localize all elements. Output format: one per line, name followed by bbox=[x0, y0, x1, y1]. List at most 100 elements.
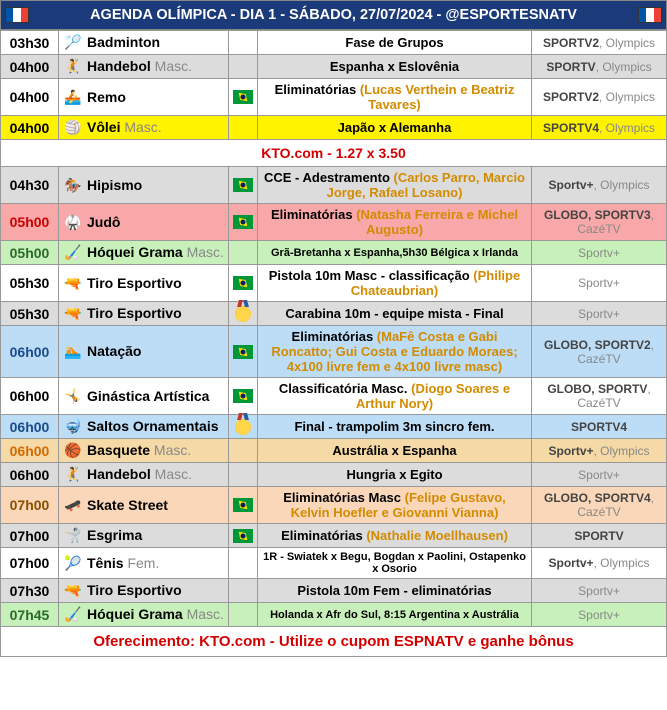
sport-name: Vôlei bbox=[87, 119, 120, 135]
channel-secondary: , Olympics bbox=[596, 60, 652, 74]
sport-cell: 🤸Ginástica Artística bbox=[59, 378, 229, 415]
schedule-row: 05h30🔫Tiro EsportivoCarabina 10m - equip… bbox=[1, 302, 667, 326]
channel-cell: SPORTV2, Olympics bbox=[532, 31, 667, 55]
flag-cell bbox=[229, 603, 258, 627]
event-cell: Fase de Grupos bbox=[258, 31, 532, 55]
event-cell: Eliminatórias (Lucas Verthein e Beatriz … bbox=[258, 79, 532, 116]
sport-cell: 🤺Esgrima bbox=[59, 524, 229, 548]
sport-cell: 🏑Hóquei Grama Masc. bbox=[59, 241, 229, 265]
channel-cell: SPORTV, Olympics bbox=[532, 55, 667, 79]
time-cell: 07h00 bbox=[1, 524, 59, 548]
gender-label: Masc. bbox=[183, 244, 224, 260]
channel-primary: Sportv+ bbox=[548, 178, 593, 192]
event-cell: Carabina 10m - equipe mista - Final bbox=[258, 302, 532, 326]
sport-icon: 🤺 bbox=[63, 527, 83, 544]
event-text: Pistola 10m Fem - eliminatórias bbox=[297, 583, 491, 598]
sport-name: Hipismo bbox=[87, 177, 142, 193]
channel-cell: GLOBO, SPORTV3, CazéTV bbox=[532, 204, 667, 241]
time-cell: 07h45 bbox=[1, 603, 59, 627]
event-text: Espanha x Eslovênia bbox=[330, 59, 459, 74]
channel-primary: SPORTV4 bbox=[543, 121, 599, 135]
sport-name: Hóquei Grama bbox=[87, 244, 183, 260]
event-text: Carabina 10m - equipe mista - Final bbox=[285, 306, 503, 321]
channel-primary: Sportv+ bbox=[548, 556, 593, 570]
header-bar: AGENDA OLÍMPICA - DIA 1 - SÁBADO, 27/07/… bbox=[0, 0, 667, 30]
channel-primary: GLOBO, SPORTV4 bbox=[544, 491, 651, 505]
flag-cell bbox=[229, 167, 258, 204]
channel-secondary: , Olympics bbox=[594, 556, 650, 570]
kto-promo-row: KTO.com - 1.27 x 3.50 bbox=[1, 140, 667, 167]
time-cell: 05h00 bbox=[1, 204, 59, 241]
france-flag-icon bbox=[5, 7, 29, 23]
channel-cell: Sportv+ bbox=[532, 579, 667, 603]
time-cell: 07h30 bbox=[1, 579, 59, 603]
channel-secondary: Sportv+ bbox=[578, 276, 620, 290]
event-cell: Austrália x Espanha bbox=[258, 439, 532, 463]
brazil-flag-icon bbox=[233, 215, 253, 229]
channel-secondary: Sportv+ bbox=[578, 307, 620, 321]
event-text: Fase de Grupos bbox=[345, 35, 443, 50]
channel-primary: SPORTV4 bbox=[571, 420, 627, 434]
sport-cell: 🥋Judô bbox=[59, 204, 229, 241]
event-text: Holanda x Afr do Sul, 8:15 Argentina x A… bbox=[270, 609, 519, 621]
event-text: Eliminatórias Masc bbox=[283, 490, 404, 505]
schedule-row: 07h00🛹Skate StreetEliminatórias Masc (Fe… bbox=[1, 487, 667, 524]
flag-cell bbox=[229, 548, 258, 579]
sport-cell: 🏐Vôlei Masc. bbox=[59, 116, 229, 140]
brazil-flag-icon bbox=[233, 276, 253, 290]
event-cell: Classificatória Masc. (Diogo Soares e Ar… bbox=[258, 378, 532, 415]
flag-cell bbox=[229, 326, 258, 378]
schedule-row: 05h30🔫Tiro EsportivoPistola 10m Masc - c… bbox=[1, 265, 667, 302]
flag-cell bbox=[229, 204, 258, 241]
athletes-highlight: (Nathalie Moellhausen) bbox=[366, 528, 508, 543]
sport-cell: 🔫Tiro Esportivo bbox=[59, 579, 229, 603]
schedule-row: 07h45🏑Hóquei Grama Masc.Holanda x Afr do… bbox=[1, 603, 667, 627]
sport-cell: 🏇Hipismo bbox=[59, 167, 229, 204]
sport-cell: 🎾Tênis Fem. bbox=[59, 548, 229, 579]
event-text: Japão x Alemanha bbox=[338, 120, 452, 135]
sport-icon: 🏊 bbox=[63, 343, 83, 360]
sport-icon: 🥋 bbox=[63, 214, 83, 231]
flag-cell bbox=[229, 439, 258, 463]
schedule-row: 04h30🏇HipismoCCE - Adestramento (Carlos … bbox=[1, 167, 667, 204]
time-cell: 06h00 bbox=[1, 439, 59, 463]
schedule-row: 04h00🚣RemoEliminatórias (Lucas Verthein … bbox=[1, 79, 667, 116]
schedule-row: 04h00🏐Vôlei Masc.Japão x AlemanhaSPORTV4… bbox=[1, 116, 667, 140]
gold-medal-icon bbox=[235, 419, 251, 435]
channel-cell: SPORTV4, Olympics bbox=[532, 116, 667, 140]
sport-icon: 🏑 bbox=[63, 606, 83, 623]
flag-cell bbox=[229, 79, 258, 116]
time-cell: 06h00 bbox=[1, 326, 59, 378]
channel-secondary: , Olympics bbox=[594, 178, 650, 192]
flag-cell bbox=[229, 378, 258, 415]
channel-secondary: Sportv+ bbox=[578, 584, 620, 598]
footer-promo: Oferecimento: KTO.com - Utilize o cupom … bbox=[0, 627, 667, 657]
event-text: 1R - Swiatek x Begu, Bogdan x Paolini, O… bbox=[263, 551, 526, 575]
brazil-flag-icon bbox=[233, 498, 253, 512]
schedule-table: 03h30🏸BadmintonFase de GruposSPORTV2, Ol… bbox=[0, 30, 667, 627]
channel-cell: Sportv+ bbox=[532, 265, 667, 302]
sport-name: Tênis bbox=[87, 555, 124, 571]
sport-icon: 🏇 bbox=[63, 177, 83, 194]
flag-cell bbox=[229, 265, 258, 302]
event-cell: Hungria x Egito bbox=[258, 463, 532, 487]
time-cell: 05h30 bbox=[1, 265, 59, 302]
time-cell: 06h00 bbox=[1, 463, 59, 487]
channel-cell: GLOBO, SPORTV4, CazéTV bbox=[532, 487, 667, 524]
time-cell: 03h30 bbox=[1, 31, 59, 55]
event-text: Eliminatórias bbox=[275, 82, 360, 97]
header-title: AGENDA OLÍMPICA - DIA 1 - SÁBADO, 27/07/… bbox=[90, 7, 577, 23]
flag-cell bbox=[229, 487, 258, 524]
sport-name: Skate Street bbox=[87, 497, 168, 513]
channel-secondary: Sportv+ bbox=[578, 608, 620, 622]
event-cell: Pistola 10m Masc - classificação (Philip… bbox=[258, 265, 532, 302]
flag-cell bbox=[229, 241, 258, 265]
sport-icon: 🔫 bbox=[63, 582, 83, 599]
event-cell: Japão x Alemanha bbox=[258, 116, 532, 140]
channel-secondary: , Olympics bbox=[599, 36, 655, 50]
event-cell: CCE - Adestramento (Carlos Parro, Marcio… bbox=[258, 167, 532, 204]
channel-cell: Sportv+, Olympics bbox=[532, 548, 667, 579]
sport-name: Tiro Esportivo bbox=[87, 305, 182, 321]
event-cell: Eliminatórias (Natasha Ferreira e Michel… bbox=[258, 204, 532, 241]
schedule-row: 04h00🤾Handebol Masc.Espanha x EslovêniaS… bbox=[1, 55, 667, 79]
